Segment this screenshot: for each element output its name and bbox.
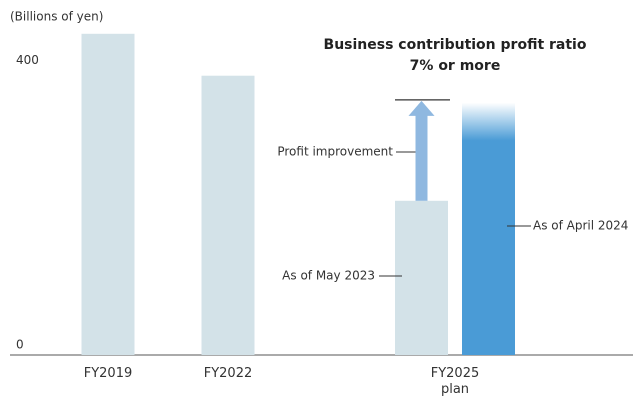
arrow-head [408,100,435,116]
chart-title: Business contribution profit ratio [324,37,587,53]
x-tick-label: FY2022 [203,366,253,381]
y-tick-label: 400 [16,53,39,67]
chart-subtitle: 7% or more [410,58,501,74]
x-tick-label: FY2025 plan [430,366,480,397]
bar [201,75,255,355]
bar [462,102,515,355]
y-axis-label: (Billions of yen) [10,10,103,24]
legend-label: As of May 2023 [282,269,375,283]
bar [395,200,448,355]
y-tick-label: 0 [16,338,24,352]
arrow-shaft [415,113,428,201]
annotation: Profit improvement [277,145,393,159]
legend-label: As of April 2024 [533,219,628,233]
bar [81,33,135,355]
x-tick-label: FY2019 [83,366,133,381]
